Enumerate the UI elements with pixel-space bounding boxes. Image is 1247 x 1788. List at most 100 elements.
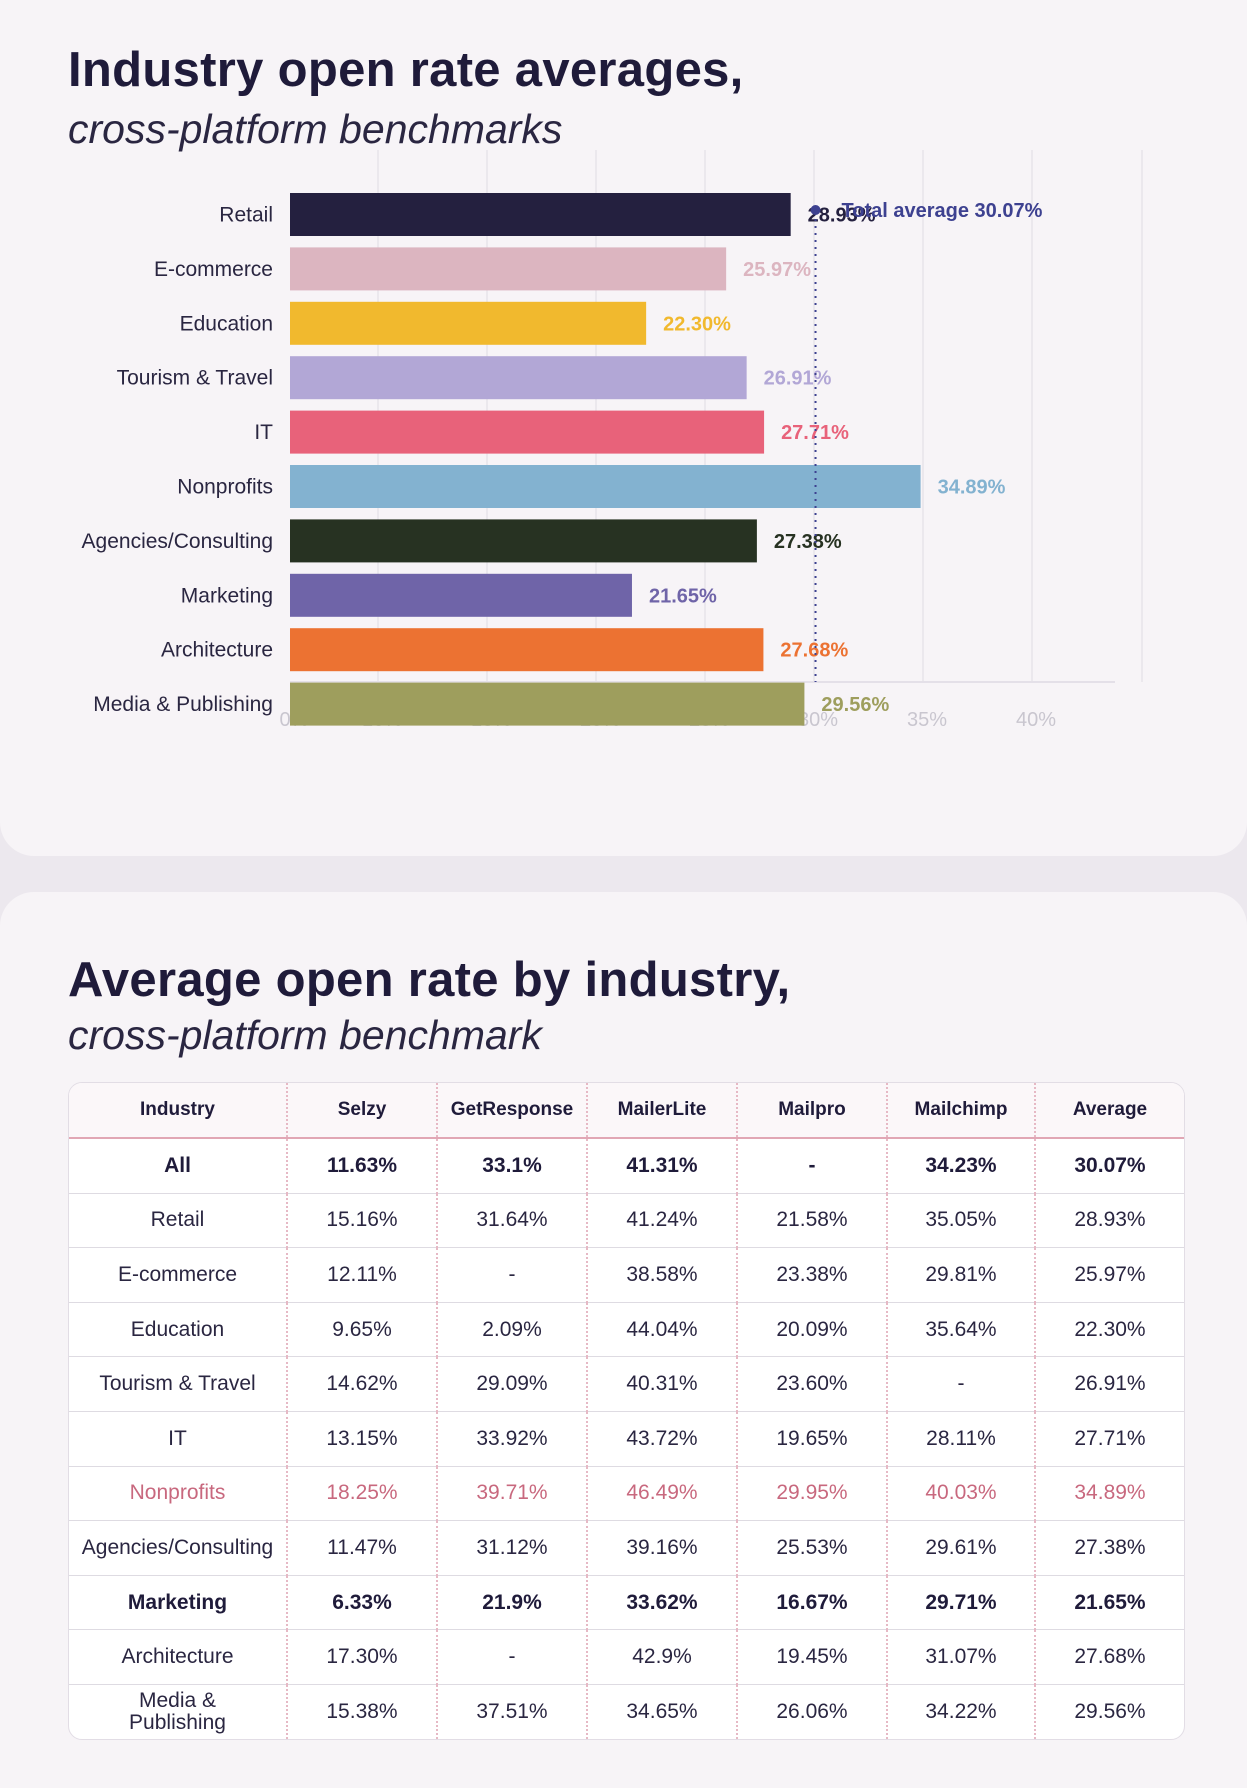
table-row: Architecture 17.30% -42.9% 19.45% 31.07% 27.6…	[69, 1629, 1184, 1685]
average-label: Total average 30.07%	[842, 200, 1043, 222]
table-cell-value: 28.11%	[886, 1410, 1035, 1467]
table-cell-value: 34.89%	[1034, 1465, 1184, 1521]
table-row: Retail 15.16% 31.64% 41.24% 21.58% 35.05% 28.9…	[69, 1192, 1184, 1248]
category-label: Tourism & Travel	[117, 367, 273, 390]
bar	[290, 301, 647, 345]
value-label: 34.89%	[938, 477, 1006, 499]
table-cell-value: 15.16%	[286, 1192, 437, 1248]
table-title: Average open rate by industry,	[68, 953, 791, 1007]
table-cell-value: 46.49%	[586, 1465, 737, 1521]
table-row: Marketing 6.33% 21.9% 33.62% 16.67% 29.71% 21.…	[69, 1574, 1184, 1630]
table-cell-industry: Tourism & Travel	[69, 1356, 287, 1412]
table-cell-value: 31.64%	[436, 1192, 587, 1248]
category-label: Media & Publishing	[93, 693, 273, 716]
bar	[290, 519, 757, 563]
value-label: 26.91%	[764, 368, 832, 390]
header-mailerlite: MailerLite	[586, 1083, 737, 1139]
table-row: IT 13.15% 33.92% 43.72% 19.65% 28.11% 27.71%	[69, 1410, 1184, 1467]
table-row: All 11.63% 33.1% 41.31% -34.23% 30.07%	[69, 1138, 1184, 1194]
table-row: Education 9.65% 2.09% 44.04% 20.09% 35.64% 22.…	[69, 1301, 1184, 1357]
table-cell-value: 22.30%	[1034, 1301, 1184, 1357]
bar	[290, 465, 921, 508]
table-cell-value: 23.60%	[736, 1356, 887, 1412]
category-label: Marketing	[181, 584, 273, 607]
category-label: Agencies/Consulting	[82, 530, 273, 553]
table-cell-value: 27.68%	[1034, 1629, 1184, 1685]
table-cell-value: 28.93%	[1034, 1192, 1184, 1248]
table-cell-value: 29.56%	[1034, 1683, 1184, 1739]
table-cell-value: 34.23%	[886, 1138, 1035, 1194]
table-cell-value: 34.22%	[886, 1683, 1035, 1739]
benchmark-table: Industry Selzy GetResponse MailerLite Ma…	[69, 1083, 1184, 1739]
table-cell-value: 26.91%	[1034, 1356, 1184, 1412]
table-cell-value: 29.81%	[886, 1247, 1035, 1303]
header-mailpro: Mailpro	[736, 1083, 887, 1139]
table-cell-value: 19.45%	[736, 1629, 887, 1685]
bar	[290, 628, 764, 672]
category-label: E-commerce	[154, 258, 273, 281]
table-cell-value: -	[436, 1629, 587, 1685]
header-selzy: Selzy	[286, 1083, 437, 1139]
table-cell-value: 27.71%	[1034, 1410, 1184, 1467]
value-label: 29.56%	[821, 694, 889, 716]
table-cell-value: 29.95%	[736, 1465, 887, 1521]
table-cell-value: 34.65%	[586, 1683, 737, 1739]
x-tick-label: 35%	[907, 709, 947, 731]
category-label: IT	[254, 421, 273, 444]
bar	[290, 356, 747, 400]
table-cell-value: 25.53%	[736, 1520, 887, 1576]
table-subtitle: cross-platform benchmark	[68, 1012, 542, 1058]
value-label: 28.93%	[808, 205, 876, 227]
table-cell-industry: E-commerce	[69, 1247, 287, 1303]
table-cell-value: 6.33%	[286, 1574, 437, 1630]
header-average: Average	[1034, 1083, 1184, 1139]
table-cell-value: 9.65%	[286, 1301, 437, 1357]
table-row: Tourism & Travel 14.62% 29.09% 40.31% 23.60%…	[69, 1356, 1184, 1412]
x-tick-label: 40%	[1016, 709, 1056, 731]
table-cell-value: 43.72%	[586, 1410, 737, 1467]
table-cell-value: 23.38%	[736, 1247, 887, 1303]
table-cell-industry: Marketing	[69, 1574, 287, 1630]
average-marker	[810, 205, 821, 215]
header-getresponse: GetResponse	[436, 1083, 587, 1139]
table-cell-industry: Agencies/Consulting	[69, 1520, 287, 1576]
header-mailchimp: Mailchimp	[886, 1083, 1035, 1139]
value-label: 25.97%	[743, 259, 811, 281]
table-cell-value: 19.65%	[736, 1410, 887, 1467]
bar	[290, 247, 727, 291]
table-cell-value: 17.30%	[286, 1629, 437, 1685]
table-cell-value: 11.63%	[286, 1138, 437, 1194]
table-cell-value: 21.65%	[1034, 1574, 1184, 1630]
value-label: 27.38%	[774, 531, 842, 553]
table-header-row: Industry Selzy GetResponse MailerLite Ma…	[69, 1083, 1184, 1139]
table-cell-value: 15.38%	[286, 1683, 437, 1739]
table-cell-value: 37.51%	[436, 1683, 587, 1739]
chart-subtitle: cross-platform benchmarks	[68, 106, 563, 152]
table-row: Agencies/Consulting 11.47% 31.12% 39.16% 25.…	[69, 1520, 1184, 1576]
table-cell-industry: Education	[69, 1301, 287, 1357]
category-label: Education	[180, 312, 273, 335]
benchmark-table-container: Industry Selzy GetResponse MailerLite Ma…	[68, 1082, 1185, 1740]
header-industry: Industry	[69, 1083, 287, 1139]
table-cell-industry: Media & Publishing	[69, 1683, 287, 1739]
table-cell-value: 35.05%	[886, 1192, 1035, 1248]
table-card: Average open rate by industry, cross-pla…	[0, 892, 1247, 1788]
table-cell-value: 18.25%	[286, 1465, 437, 1521]
table-cell-value: 33.1%	[436, 1138, 587, 1194]
table-cell-value: 41.31%	[586, 1138, 737, 1194]
bar	[290, 682, 805, 726]
table-cell-value: 39.16%	[586, 1520, 737, 1576]
table-cell-value: 21.9%	[436, 1574, 587, 1630]
table-cell-value: 21.58%	[736, 1192, 887, 1248]
chart-title: Industry open rate averages,	[68, 43, 744, 97]
table-cell-value: 2.09%	[436, 1301, 587, 1357]
bar-chart: 0%10%15%20%25%30%35%40%Retail28.93%E-com…	[82, 150, 1143, 731]
table-cell-value: 25.97%	[1034, 1247, 1184, 1303]
table-body: All 11.63% 33.1% 41.31% -34.23% 30.07% Retail 1…	[69, 1138, 1184, 1739]
bar	[290, 573, 632, 617]
table-cell-value: 41.24%	[586, 1192, 737, 1248]
table-cell-industry: Architecture	[69, 1629, 287, 1685]
table-cell-industry: Nonprofits	[69, 1465, 287, 1521]
table-cell-value: 13.15%	[286, 1410, 437, 1467]
chart-card: Industry open rate averages, cross-platf…	[0, 0, 1247, 856]
